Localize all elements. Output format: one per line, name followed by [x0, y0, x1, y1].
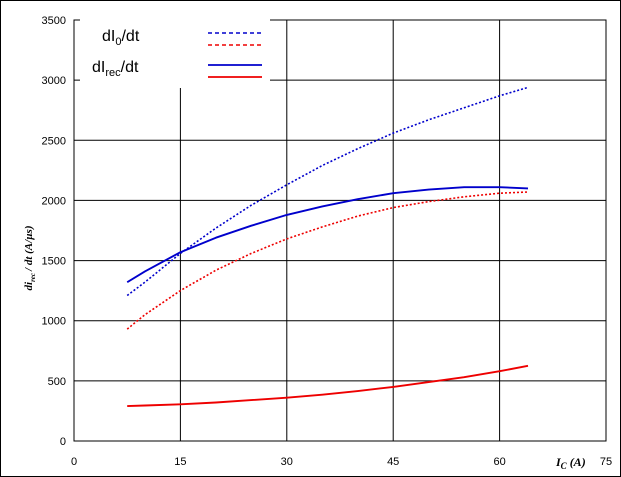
legend-label-0: dI0/dt [102, 28, 140, 48]
series-line-0 [126, 86, 529, 297]
y-tick-label-4: 2000 [42, 195, 66, 207]
x-tick-label-5: 75 [600, 456, 612, 468]
data-series [126, 86, 529, 408]
x-tick-label-3: 45 [387, 456, 399, 468]
y-tick-label-1: 500 [48, 376, 66, 388]
legend-box [80, 16, 270, 88]
y-axis-label: direc/ dt (A/µs) [23, 226, 37, 291]
x-tick-label-0: 0 [71, 456, 77, 468]
grid-lines [74, 20, 606, 441]
y-tick-label-3: 1500 [42, 256, 66, 268]
plot-area-border [73, 19, 607, 442]
x-tick-label-2: 30 [281, 456, 293, 468]
series-line-2 [126, 186, 529, 284]
y-tick-label-0: 0 [60, 436, 66, 448]
series-line-3 [127, 364, 529, 408]
legend-label-1: dIrec/dt [92, 59, 139, 79]
y-tick-label-6: 3000 [42, 75, 66, 87]
tick-labels: 0 500 1000 1500 2000 2500 3000 3500 0 15 30 45 60 75 [42, 15, 613, 468]
x-axis-label: IC (A) [555, 455, 586, 471]
y-tick-label-5: 2500 [42, 135, 66, 147]
x-tick-label-1: 15 [174, 456, 186, 468]
y-tick-label-2: 1000 [42, 316, 66, 328]
series-line-1 [126, 191, 529, 330]
y-tick-label-7: 3500 [42, 15, 66, 27]
x-tick-label-4: 60 [493, 456, 505, 468]
